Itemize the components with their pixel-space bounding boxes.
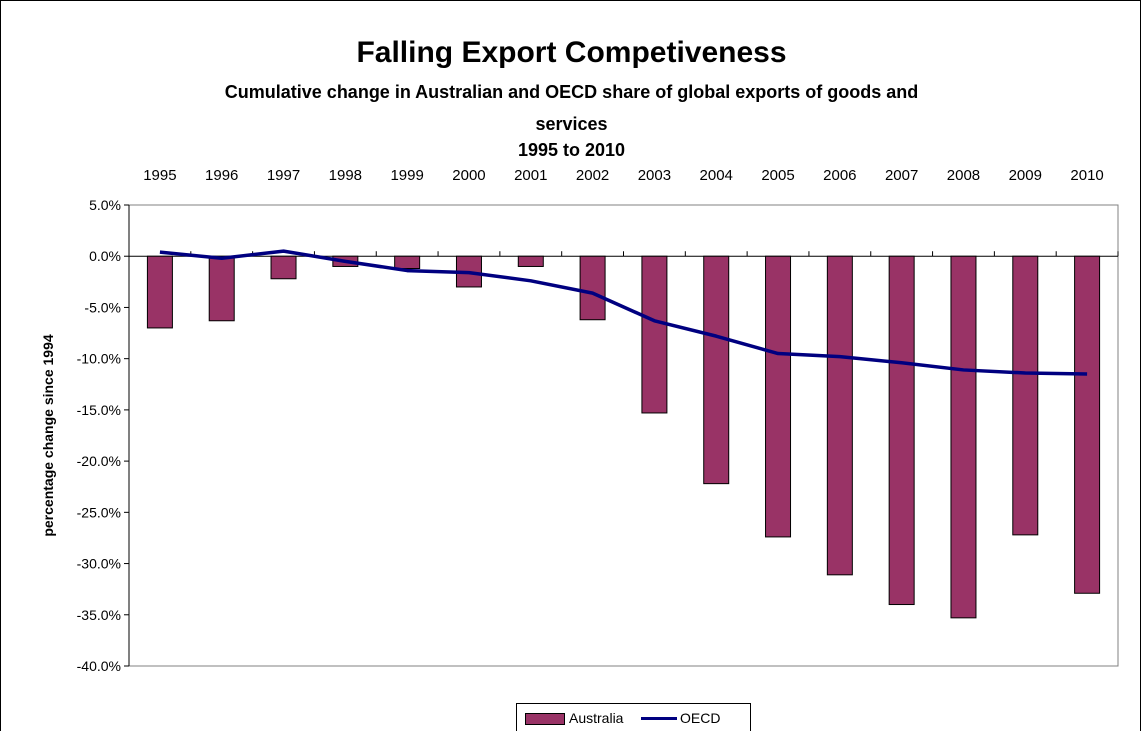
x-tick-label: 1995 xyxy=(143,167,176,184)
line-oecd xyxy=(159,249,1088,376)
y-tick-label: -25.0% xyxy=(77,504,121,520)
y-tick-label: -5.0% xyxy=(84,299,121,315)
y-tick-label: -40.0% xyxy=(77,658,121,674)
bar-australia-2002 xyxy=(579,255,606,321)
legend-australia-label: Australia xyxy=(569,710,624,726)
bar-australia-1999 xyxy=(394,255,421,270)
chart-subtitle-line-1: Cumulative change in Australian and OECD… xyxy=(224,82,919,102)
bar-australia-2008 xyxy=(950,255,977,619)
x-tick-label: 1998 xyxy=(329,167,362,184)
legend-oecd-label: OECD xyxy=(680,710,721,726)
bar-australia-2010 xyxy=(1074,255,1101,594)
bar-australia-2003 xyxy=(641,255,668,414)
bar-australia-2009 xyxy=(1012,255,1039,536)
y-tick-label: -35.0% xyxy=(77,607,121,623)
x-tick-label: 2007 xyxy=(885,167,918,184)
bar-australia-2004 xyxy=(703,255,730,485)
x-tick-label: 2002 xyxy=(576,167,609,184)
x-tick-label: 2008 xyxy=(947,167,980,184)
legend-australia-swatch xyxy=(525,713,565,725)
x-tick-label: 2003 xyxy=(638,167,671,184)
legend: Australia OECD xyxy=(516,703,751,731)
bar-australia-2001 xyxy=(517,255,544,267)
chart-title: Falling Export Competiveness xyxy=(356,36,787,69)
x-tick-label: 2009 xyxy=(1009,167,1042,184)
legend-oecd-swatch xyxy=(641,717,677,720)
y-tick-label: 0.0% xyxy=(89,248,121,264)
x-tick-label: 1996 xyxy=(205,167,238,184)
chart-subtitle-line-3: 1995 to 2010 xyxy=(517,140,626,160)
chart-subtitle-line-2: services xyxy=(535,114,608,134)
x-tick-label: 2000 xyxy=(452,167,485,184)
x-tick-label: 1999 xyxy=(390,167,423,184)
y-tick-label: -20.0% xyxy=(77,453,121,469)
bar-australia-1997 xyxy=(270,255,297,280)
y-tick-label: 5.0% xyxy=(89,197,121,213)
bar-australia-2005 xyxy=(765,255,792,538)
y-tick-label: -10.0% xyxy=(77,351,121,367)
y-axis-label: percentage change since 1994 xyxy=(40,334,56,537)
x-tick-label: 2010 xyxy=(1070,167,1103,184)
x-tick-label: 2005 xyxy=(761,167,794,184)
x-tick-label: 1997 xyxy=(267,167,300,184)
x-tick-label: 2004 xyxy=(700,167,733,184)
bar-australia-1995 xyxy=(146,255,173,329)
y-tick-label: -15.0% xyxy=(77,402,121,418)
bar-australia-1996 xyxy=(208,255,235,322)
y-tick-label: -30.0% xyxy=(77,556,121,572)
bar-australia-2006 xyxy=(826,255,853,576)
x-tick-label: 2001 xyxy=(514,167,547,184)
bar-australia-2007 xyxy=(888,255,915,606)
x-tick-label: 2006 xyxy=(823,167,856,184)
